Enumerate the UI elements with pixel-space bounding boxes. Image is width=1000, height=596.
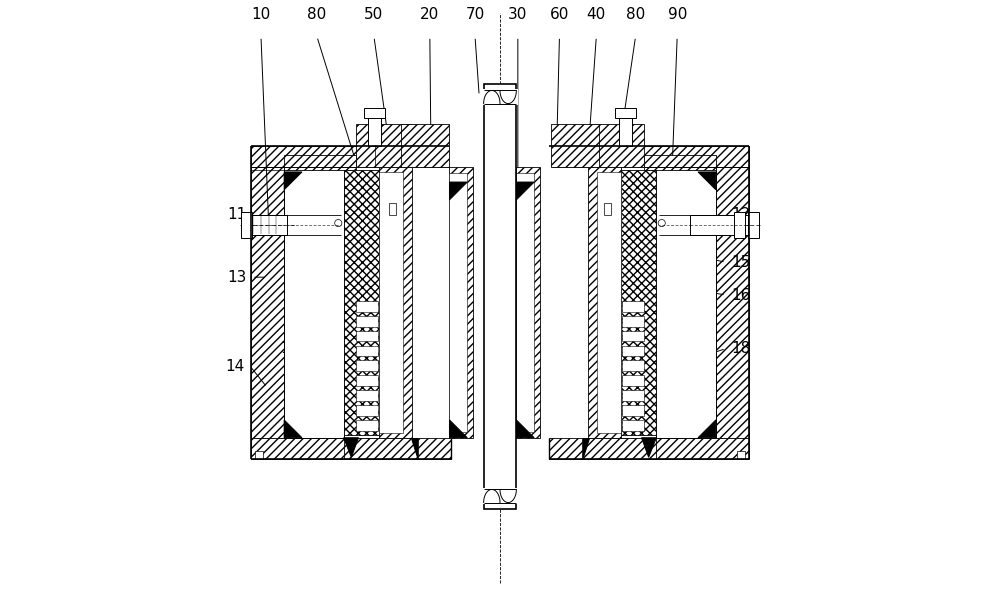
Bar [622,331,644,342]
Bar [251,437,451,458]
Bar [622,361,644,371]
Polygon shape [516,420,534,437]
Bar [356,346,378,356]
Bar [690,215,738,235]
Bar [356,375,378,386]
Bar [621,170,656,434]
Polygon shape [284,172,302,190]
Bar [368,118,381,147]
Text: 10: 10 [251,7,271,21]
Text: 14: 14 [226,359,245,374]
Bar [516,173,534,432]
Text: 17: 17 [297,290,316,306]
Text: 40: 40 [587,7,606,21]
Bar [484,84,516,509]
Bar [251,167,284,437]
Bar [356,420,378,430]
Bar [551,125,599,167]
Bar [644,156,716,170]
Text: 15: 15 [731,255,750,270]
Bar [482,89,518,105]
Bar [401,125,449,167]
Bar [622,346,644,356]
Polygon shape [698,172,716,190]
Bar [356,316,378,327]
Bar [582,437,656,458]
Bar [588,167,621,437]
Bar [356,361,378,371]
Bar [284,167,344,437]
Bar [622,316,644,327]
Bar [734,212,745,238]
Bar [449,173,467,432]
Polygon shape [698,420,716,437]
Polygon shape [449,182,467,200]
Polygon shape [516,182,534,200]
Bar [713,215,749,235]
Bar [379,167,412,437]
Bar [737,451,745,458]
Bar [364,108,385,118]
Bar [552,147,749,167]
Bar [604,203,611,215]
Bar [619,118,632,147]
Bar [622,301,644,312]
Bar [656,167,716,437]
Bar [622,405,644,416]
Bar [549,437,749,458]
Bar [356,390,378,401]
Polygon shape [583,437,589,457]
Bar [255,451,263,458]
Bar [356,301,378,312]
Bar [356,125,412,167]
Text: 11: 11 [228,207,247,222]
Text: 18: 18 [731,341,750,356]
Text: 20: 20 [420,7,439,21]
Bar [356,331,378,342]
Bar [716,167,749,437]
Bar [622,420,644,430]
Bar [622,390,644,401]
Bar [379,172,403,433]
Bar [344,170,379,434]
Bar [482,488,518,504]
Text: 90: 90 [668,7,687,21]
Text: 80: 80 [307,7,326,21]
Polygon shape [411,437,417,457]
Text: 100: 100 [280,341,309,356]
Bar [615,108,636,118]
Bar [588,125,644,167]
Bar [251,215,287,235]
Bar [597,172,621,433]
Bar [449,167,473,437]
Bar [241,212,252,238]
Text: 12: 12 [731,207,750,222]
Polygon shape [284,420,302,437]
Text: 30: 30 [508,7,528,21]
Bar [748,212,759,238]
Bar [516,167,540,437]
Polygon shape [642,437,656,457]
Bar [284,156,356,170]
Polygon shape [344,437,358,457]
Bar [344,437,418,458]
Text: 13: 13 [227,269,247,285]
Bar [356,405,378,416]
Text: 16: 16 [731,287,751,303]
Text: 60: 60 [550,7,569,21]
Bar [251,147,448,167]
Text: 80: 80 [626,7,645,21]
Text: 70: 70 [465,7,485,21]
Bar [389,203,396,215]
Bar [622,375,644,386]
Text: 50: 50 [364,7,384,21]
Polygon shape [449,420,467,437]
